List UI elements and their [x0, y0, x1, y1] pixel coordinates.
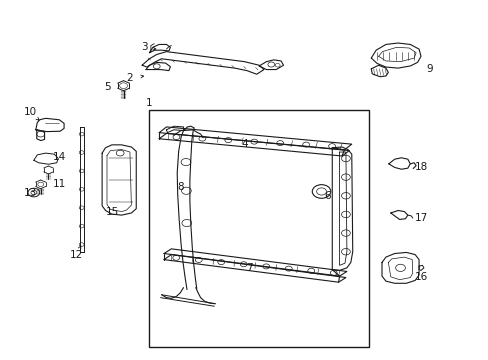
Text: 13: 13: [23, 188, 37, 198]
Text: 5: 5: [104, 82, 111, 92]
Text: 7: 7: [245, 263, 252, 273]
Text: 2: 2: [126, 73, 133, 83]
Text: 6: 6: [324, 191, 330, 201]
Text: 1: 1: [146, 98, 152, 108]
Text: 17: 17: [413, 213, 427, 222]
Text: 3: 3: [141, 42, 147, 52]
Text: 18: 18: [413, 162, 427, 172]
Text: 4: 4: [241, 139, 247, 149]
Text: 12: 12: [69, 250, 83, 260]
Text: 10: 10: [23, 107, 37, 117]
Text: 9: 9: [426, 64, 432, 74]
Text: 15: 15: [106, 207, 119, 217]
Text: 16: 16: [413, 272, 427, 282]
Text: 11: 11: [53, 179, 66, 189]
Text: 14: 14: [53, 152, 66, 162]
Bar: [149, 110, 368, 347]
Text: 8: 8: [177, 182, 183, 192]
